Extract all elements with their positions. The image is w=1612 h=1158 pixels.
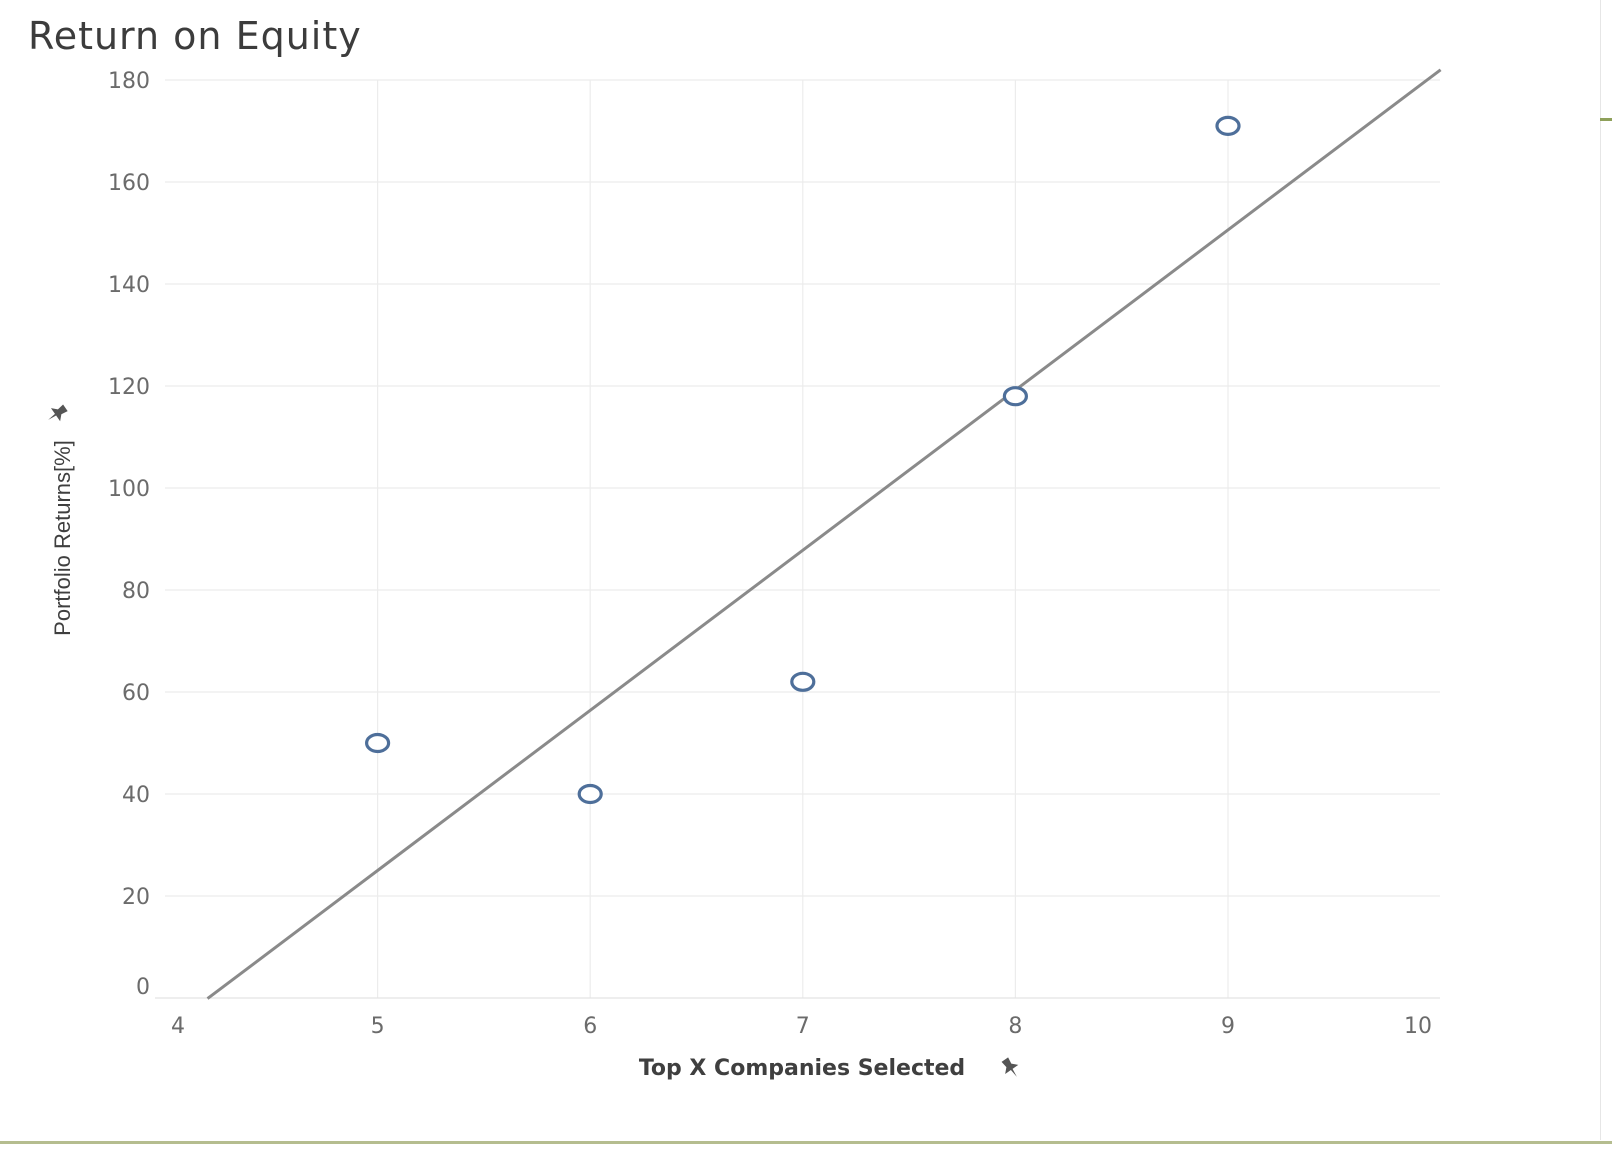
data-point[interactable]: [577, 783, 603, 805]
x-axis-ticks: 4 5 6 7 8 9 10: [171, 1014, 1432, 1039]
x-axis-label: Top X Companies Selected: [639, 1056, 965, 1081]
x-tick-label: 6: [583, 1014, 597, 1039]
data-point[interactable]: [1215, 115, 1241, 137]
y-tick-label: 0: [136, 975, 150, 1000]
y-tick-label: 60: [122, 681, 150, 706]
y-axis-ticks: 0 20 40 60 80 100 120 140 160 180: [108, 69, 150, 1000]
data-points: [365, 115, 1241, 805]
trend-line: [206, 68, 1442, 1000]
trend-line-group: [206, 68, 1442, 1000]
y-tick-label: 80: [122, 579, 150, 604]
grid-lines: [155, 79, 1440, 999]
y-tick-label: 180: [108, 69, 150, 94]
x-tick-label: 4: [171, 1014, 185, 1039]
bottom-divider: [0, 1141, 1612, 1144]
y-axis-label: Portfolio Returns[%]: [50, 440, 75, 636]
x-axis-pin-icon[interactable]: [998, 1055, 1023, 1081]
x-tick-label: 5: [371, 1014, 385, 1039]
y-tick-label: 120: [108, 375, 150, 400]
y-tick-label: 140: [108, 273, 150, 298]
data-point[interactable]: [790, 671, 816, 692]
chart-title: Return on Equity: [28, 14, 362, 58]
y-tick-label: 20: [122, 885, 150, 910]
y-tick-label: 40: [122, 783, 150, 808]
data-point[interactable]: [365, 732, 391, 754]
right-accent-marker: [1600, 118, 1612, 121]
x-tick-label: 8: [1008, 1014, 1022, 1039]
y-tick-label: 100: [108, 477, 150, 502]
x-tick-label: 10: [1404, 1014, 1432, 1039]
chart-sheet: [1600, 0, 1601, 1140]
x-tick-label: 9: [1221, 1014, 1235, 1039]
y-tick-label: 160: [108, 171, 150, 196]
data-point[interactable]: [1002, 386, 1029, 407]
y-axis-pin-icon[interactable]: [44, 401, 70, 426]
x-tick-label: 7: [796, 1014, 810, 1039]
